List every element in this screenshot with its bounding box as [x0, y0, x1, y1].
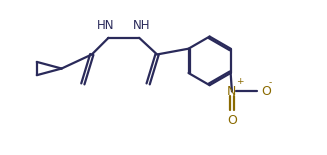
- Text: HN: HN: [97, 19, 115, 32]
- Text: N: N: [227, 85, 237, 98]
- Text: O: O: [261, 85, 271, 98]
- Text: +: +: [236, 77, 244, 86]
- Text: O: O: [227, 115, 237, 128]
- Text: -: -: [268, 78, 271, 87]
- Text: NH: NH: [133, 19, 150, 32]
